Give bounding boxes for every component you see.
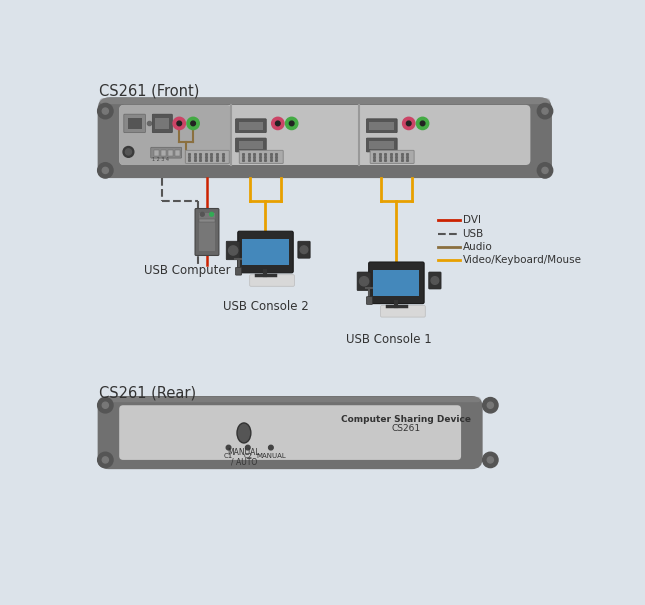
Circle shape (201, 212, 204, 216)
Text: USB: USB (462, 229, 484, 238)
FancyBboxPatch shape (99, 98, 550, 104)
FancyBboxPatch shape (370, 151, 414, 163)
Circle shape (402, 117, 415, 129)
Circle shape (431, 276, 439, 284)
Circle shape (187, 117, 199, 129)
Circle shape (487, 457, 493, 463)
Circle shape (103, 168, 108, 174)
FancyBboxPatch shape (239, 151, 283, 163)
FancyBboxPatch shape (366, 138, 397, 152)
Circle shape (228, 246, 238, 255)
FancyBboxPatch shape (235, 138, 266, 152)
Circle shape (482, 452, 498, 468)
Circle shape (417, 117, 429, 129)
FancyBboxPatch shape (243, 239, 288, 265)
FancyBboxPatch shape (370, 122, 394, 129)
Circle shape (537, 163, 553, 178)
FancyBboxPatch shape (235, 119, 266, 132)
Text: DVI: DVI (462, 215, 481, 226)
Circle shape (103, 402, 108, 408)
FancyBboxPatch shape (185, 151, 230, 163)
Text: CS261: CS261 (391, 424, 420, 433)
FancyBboxPatch shape (128, 118, 141, 129)
Circle shape (210, 212, 213, 216)
Circle shape (97, 397, 113, 413)
Text: Video/Keyboard/Mouse: Video/Keyboard/Mouse (462, 255, 582, 265)
Text: Computer Sharing Device: Computer Sharing Device (341, 415, 471, 424)
FancyBboxPatch shape (370, 141, 394, 149)
Circle shape (275, 121, 280, 126)
FancyBboxPatch shape (226, 241, 240, 260)
Circle shape (103, 108, 108, 114)
FancyBboxPatch shape (250, 275, 294, 286)
FancyBboxPatch shape (373, 270, 419, 296)
Text: USB Console 2: USB Console 2 (223, 299, 308, 313)
FancyBboxPatch shape (97, 97, 552, 178)
FancyBboxPatch shape (199, 219, 215, 222)
Text: USB Computer: USB Computer (144, 264, 230, 276)
FancyBboxPatch shape (155, 118, 169, 129)
Circle shape (97, 452, 113, 468)
FancyBboxPatch shape (199, 213, 215, 251)
Circle shape (173, 117, 185, 129)
FancyBboxPatch shape (369, 262, 424, 304)
FancyBboxPatch shape (97, 396, 482, 469)
FancyBboxPatch shape (161, 149, 166, 155)
FancyBboxPatch shape (168, 149, 173, 155)
Circle shape (97, 103, 113, 119)
Circle shape (226, 445, 231, 450)
FancyBboxPatch shape (298, 241, 310, 258)
Circle shape (125, 149, 132, 155)
FancyBboxPatch shape (152, 114, 172, 132)
Circle shape (97, 163, 113, 178)
Circle shape (487, 402, 493, 408)
Circle shape (542, 108, 548, 114)
FancyBboxPatch shape (119, 405, 461, 460)
FancyBboxPatch shape (99, 397, 481, 402)
Text: C2: C2 (243, 453, 252, 459)
Text: 1 2 3 4: 1 2 3 4 (152, 157, 169, 162)
Circle shape (286, 117, 298, 129)
Text: MANUAL: MANUAL (256, 453, 286, 459)
Circle shape (290, 121, 294, 126)
FancyBboxPatch shape (381, 306, 425, 317)
Circle shape (406, 121, 411, 126)
Text: CS261 (Front): CS261 (Front) (99, 83, 199, 99)
Circle shape (268, 445, 273, 450)
Circle shape (359, 276, 369, 286)
FancyBboxPatch shape (366, 296, 373, 304)
FancyBboxPatch shape (154, 149, 159, 155)
FancyBboxPatch shape (124, 114, 145, 132)
Circle shape (542, 168, 548, 174)
Circle shape (421, 121, 425, 126)
Circle shape (246, 445, 250, 450)
FancyBboxPatch shape (119, 105, 231, 165)
FancyBboxPatch shape (239, 141, 263, 149)
Circle shape (300, 246, 308, 253)
Text: Audio: Audio (462, 241, 492, 252)
FancyBboxPatch shape (239, 122, 263, 129)
FancyBboxPatch shape (366, 119, 397, 132)
FancyBboxPatch shape (175, 149, 180, 155)
Text: USB Console 1: USB Console 1 (346, 333, 432, 346)
FancyBboxPatch shape (238, 231, 293, 273)
FancyBboxPatch shape (357, 272, 371, 290)
Text: MANUAL
/ AUTO: MANUAL / AUTO (228, 448, 260, 467)
Circle shape (103, 457, 108, 463)
Circle shape (272, 117, 284, 129)
Circle shape (482, 397, 498, 413)
Circle shape (537, 103, 553, 119)
Circle shape (177, 121, 182, 126)
FancyBboxPatch shape (119, 105, 530, 165)
FancyBboxPatch shape (195, 209, 219, 255)
Ellipse shape (237, 423, 251, 443)
FancyBboxPatch shape (151, 147, 182, 158)
Text: C1: C1 (224, 453, 233, 459)
Circle shape (191, 121, 195, 126)
FancyBboxPatch shape (429, 272, 441, 289)
Circle shape (123, 146, 134, 157)
FancyBboxPatch shape (235, 267, 242, 275)
Text: CS261 (Rear): CS261 (Rear) (99, 386, 196, 401)
